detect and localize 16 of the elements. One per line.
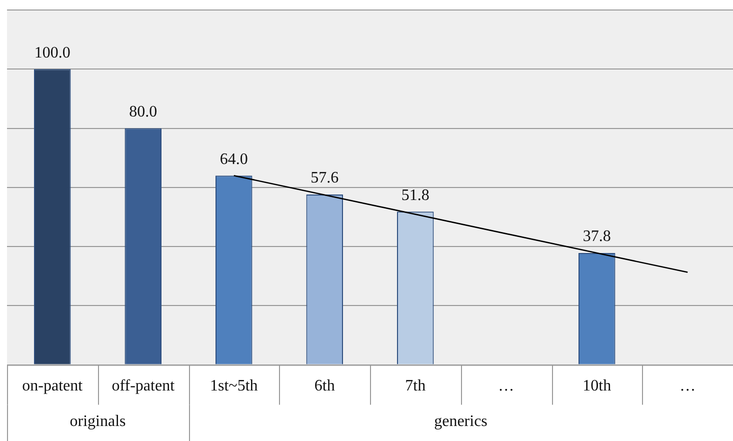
data-label: 64.0 bbox=[220, 150, 248, 168]
data-label: 80.0 bbox=[129, 103, 158, 120]
x-tick-label: … bbox=[680, 378, 696, 395]
data-label: 57.6 bbox=[310, 170, 339, 187]
text: generics bbox=[434, 413, 488, 430]
x-tick-label: 10th bbox=[582, 378, 612, 395]
data-label: 37.8 bbox=[582, 228, 611, 246]
x-tick-label: off-patent bbox=[112, 378, 176, 395]
x-tick-label: 7th bbox=[405, 378, 426, 395]
x-tick-label: 1st~5th bbox=[210, 378, 258, 395]
data-label: 100.0 bbox=[34, 44, 70, 62]
x-tick-label: … bbox=[498, 378, 514, 395]
text: originals bbox=[70, 413, 126, 430]
x-tick-label: on-patent bbox=[22, 378, 84, 395]
data-label: 51.8 bbox=[401, 186, 430, 204]
x-tick-label: 6th bbox=[314, 378, 335, 395]
